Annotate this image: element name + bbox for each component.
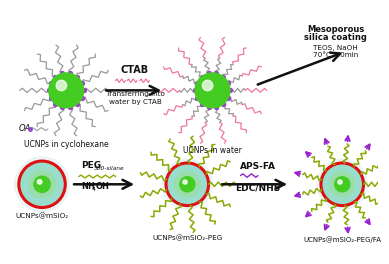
Circle shape <box>180 177 195 192</box>
Circle shape <box>202 80 213 91</box>
Circle shape <box>34 176 50 192</box>
Text: EDC/NHS: EDC/NHS <box>235 183 280 192</box>
Text: 500-silane: 500-silane <box>95 166 125 171</box>
Text: UCNPs in cyclohexane: UCNPs in cyclohexane <box>24 140 109 149</box>
Circle shape <box>166 163 209 206</box>
Circle shape <box>175 172 200 197</box>
Text: silica coating: silica coating <box>304 33 367 42</box>
Text: UCNPs in water: UCNPs in water <box>183 146 242 155</box>
Text: UCNPs@mSiO₂: UCNPs@mSiO₂ <box>16 213 68 219</box>
Text: 70°C, 10min: 70°C, 10min <box>313 52 358 58</box>
Text: OA: OA <box>19 124 31 133</box>
Text: UCNPs@mSiO₂-PEG/FA: UCNPs@mSiO₂-PEG/FA <box>303 237 381 243</box>
Circle shape <box>162 159 212 209</box>
Circle shape <box>37 180 42 184</box>
Text: Mesoporous: Mesoporous <box>307 25 364 34</box>
Text: 4: 4 <box>91 187 95 192</box>
Text: water by CTAB: water by CTAB <box>109 99 161 105</box>
Text: TEOS, NaOH: TEOS, NaOH <box>313 45 358 51</box>
Circle shape <box>338 180 342 184</box>
Circle shape <box>335 177 350 192</box>
Circle shape <box>28 171 56 198</box>
Circle shape <box>317 159 367 209</box>
Circle shape <box>15 157 70 212</box>
Circle shape <box>19 161 65 208</box>
Circle shape <box>56 80 67 91</box>
Text: APS-FA: APS-FA <box>240 162 276 171</box>
Text: CTAB: CTAB <box>121 65 149 75</box>
Text: PEG: PEG <box>81 161 101 170</box>
Circle shape <box>195 73 230 108</box>
Circle shape <box>49 73 84 108</box>
Text: Transferring into: Transferring into <box>105 91 165 97</box>
Text: OH: OH <box>95 182 109 191</box>
Text: NH: NH <box>81 182 95 191</box>
Circle shape <box>329 172 355 197</box>
Text: UCNPs@mSiO₂-PEG: UCNPs@mSiO₂-PEG <box>152 235 223 242</box>
Circle shape <box>183 180 187 184</box>
Circle shape <box>321 163 364 206</box>
